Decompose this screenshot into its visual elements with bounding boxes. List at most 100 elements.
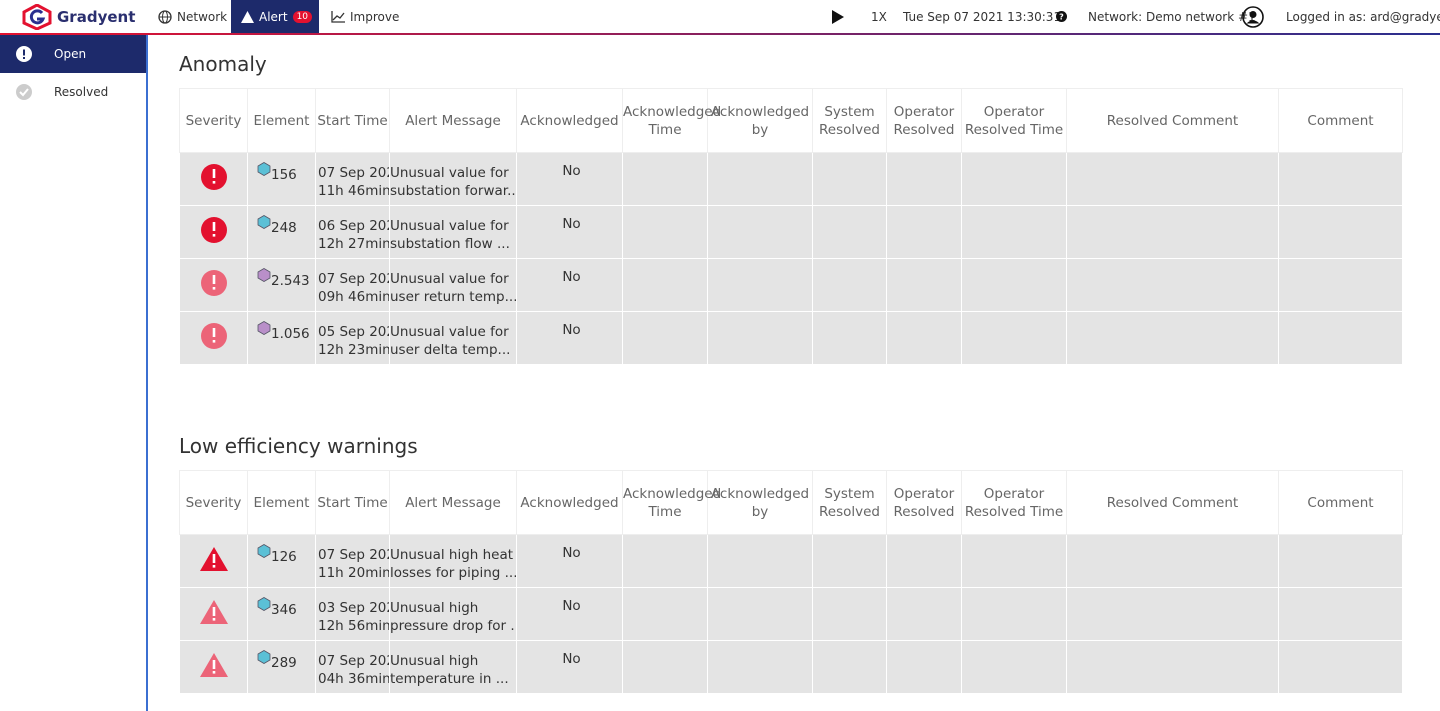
alert-table: Severity Element Start Time Alert Message Ac… [179, 88, 1403, 365]
empty-cell [622, 152, 708, 206]
play-button[interactable] [832, 0, 844, 33]
message-line: Unusual high [390, 653, 479, 669]
column-header[interactable]: Acknowledged by [707, 88, 813, 153]
column-header[interactable]: Alert Message [389, 470, 517, 535]
nav-label: Network [177, 9, 228, 24]
network-name: Network: Demo network #1 [1088, 9, 1256, 24]
column-header[interactable]: Comment [1278, 470, 1403, 535]
column-header[interactable]: Resolved Comment [1066, 88, 1279, 153]
empty-cell [961, 640, 1067, 694]
column-header[interactable]: Element [247, 88, 316, 153]
severity-cell [179, 311, 248, 365]
user-icon [1242, 5, 1264, 28]
severity-cell [179, 205, 248, 259]
nav-alert[interactable]: Alert 10 [231, 0, 319, 33]
severity-icon [200, 163, 227, 190]
column-header[interactable]: Acknowledged [516, 88, 623, 153]
help-icon: ? [1056, 11, 1067, 22]
start-time-line: 12h 23min [318, 342, 390, 358]
severity-icon [199, 652, 228, 677]
empty-cell [622, 640, 708, 694]
message-cell: Unusual high heat losses for piping ... [389, 534, 517, 588]
empty-cell [961, 311, 1067, 365]
empty-cell [622, 311, 708, 365]
icon-mark [212, 553, 215, 563]
logo[interactable]: Gradyent [22, 0, 135, 33]
message-line: Unusual value for [390, 324, 509, 340]
top-bar: Gradyent Network Alert 10 Improve 1X Tue… [0, 0, 1440, 35]
user-avatar[interactable] [1242, 0, 1264, 33]
empty-cell [1066, 311, 1279, 365]
nav-network[interactable]: Network [158, 0, 227, 33]
column-header[interactable]: Operator Resolved Time [961, 470, 1067, 535]
speed[interactable]: 1X [871, 9, 887, 24]
element-icon [257, 268, 271, 282]
column-header[interactable]: Acknowledged Time [622, 470, 721, 535]
column-header[interactable]: Operator Resolved [886, 470, 962, 535]
start-time-line: 04h 36min [318, 671, 390, 687]
message-line: Unusual value for [390, 218, 509, 234]
column-header[interactable]: Acknowledged by [707, 470, 813, 535]
empty-cell [707, 311, 813, 365]
empty-cell [812, 534, 887, 588]
message-line: pressure drop for ... [390, 618, 517, 634]
column-header[interactable]: Acknowledged Time [622, 88, 721, 153]
start-time-cell: 07 Sep 2021 11h 20min [315, 534, 390, 588]
message-cell: Unusual value for substation forwar... [389, 152, 517, 206]
sidebar-resolved[interactable]: Resolved [0, 73, 146, 111]
header-label: Start Time [317, 494, 388, 511]
icon-mark [212, 327, 215, 337]
message-line: Unusual value for [390, 165, 509, 181]
column-header[interactable]: Acknowledged [516, 470, 623, 535]
column-header[interactable]: System Resolved [812, 88, 887, 153]
element-cell: 126 [247, 534, 316, 588]
column-header[interactable]: Alert Message [389, 88, 517, 153]
column-header[interactable]: Severity [179, 470, 248, 535]
empty-cell [622, 205, 708, 259]
sidebar-open[interactable]: Open [0, 35, 146, 73]
severity-icon [200, 322, 227, 349]
hexagon [257, 321, 271, 335]
column-header[interactable]: Element [247, 470, 316, 535]
nav-improve[interactable]: Improve [331, 0, 399, 33]
column-header[interactable]: Start Time [315, 470, 390, 535]
column-header[interactable]: Resolved Comment [1066, 470, 1279, 535]
element-icon [257, 321, 271, 335]
column-header[interactable]: System Resolved [812, 470, 887, 535]
column-header[interactable]: Operator Resolved Time [961, 88, 1067, 153]
column-header[interactable]: Operator Resolved [886, 88, 962, 153]
column-header[interactable]: Comment [1278, 88, 1403, 153]
start-time-line: 07 Sep 2021 [318, 165, 389, 181]
column-header[interactable]: Severity [179, 88, 248, 153]
element-icon [257, 544, 271, 558]
start-time-line: 07 Sep 2021 [318, 653, 389, 669]
element-id: 346 [271, 602, 297, 618]
icon-mark [212, 606, 215, 616]
empty-cell [961, 587, 1067, 641]
header-label: Acknowledged by [710, 103, 810, 138]
resolved-icon [16, 84, 32, 100]
element-cell: 346 [247, 587, 316, 641]
severity-cell [179, 258, 248, 312]
empty-cell [1066, 587, 1279, 641]
message-line: substation flow ... [390, 236, 510, 252]
column-header[interactable]: Start Time [315, 88, 390, 153]
alert-table: Severity Element Start Time Alert Message Ac… [179, 470, 1403, 694]
help-button[interactable]: ? [1056, 0, 1067, 33]
header-label: Operator Resolved [893, 103, 955, 138]
empty-cell [1066, 640, 1279, 694]
header-label: Alert Message [405, 112, 501, 129]
empty-cell [886, 152, 962, 206]
empty-cell [707, 640, 813, 694]
element-icon [257, 162, 271, 176]
message-line: Unusual value for [390, 271, 509, 287]
user-login: Logged in as: ard@gradyent.ai [1286, 9, 1440, 24]
element-cell: 156 [247, 152, 316, 206]
